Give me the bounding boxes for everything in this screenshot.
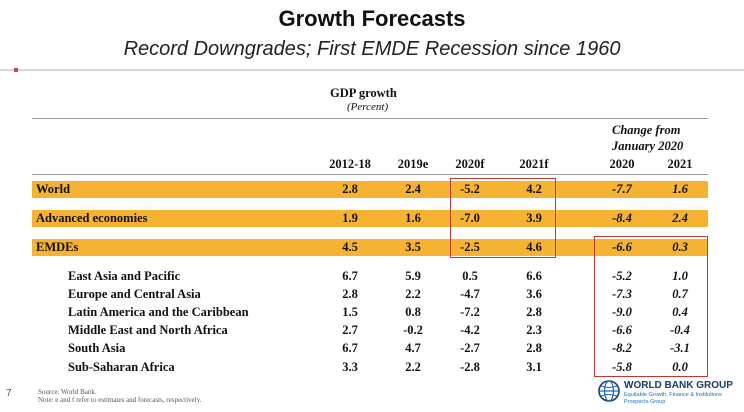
row-label: Europe and Central Asia — [68, 287, 201, 301]
slide-title: Growth Forecasts — [278, 6, 466, 31]
table-cell: -0.2 — [403, 323, 423, 337]
table-cell: 1.6 — [672, 182, 688, 196]
table-cell: 3.1 — [526, 360, 542, 374]
table-cell: 4.2 — [526, 182, 542, 196]
highlight-band-advanced — [32, 210, 708, 227]
change-header-line1: Change from — [612, 123, 681, 137]
table-cell: 1.0 — [672, 269, 688, 283]
table-cell: 3.5 — [405, 240, 421, 254]
table-cell: 5.9 — [405, 269, 421, 283]
table-cell: 1.9 — [342, 211, 358, 225]
table-cell: -7.0 — [460, 211, 480, 225]
change-header-line2: January 2020 — [612, 139, 684, 153]
column-header-2019e: 2019e — [397, 157, 429, 171]
table-cell: -2.8 — [460, 360, 480, 374]
table-cell: -0.4 — [670, 323, 690, 337]
row-label: East Asia and Pacific — [68, 269, 181, 283]
table-cell: -6.6 — [612, 323, 632, 337]
table-top-rule — [32, 118, 708, 119]
table-cell: 3.6 — [526, 287, 542, 301]
table-cell: 2.2 — [405, 287, 421, 301]
table-cell: 0.3 — [672, 240, 688, 254]
table-cell: 1.5 — [342, 305, 358, 319]
forecast-highlight-box — [450, 178, 556, 258]
row-label: Middle East and North Africa — [68, 323, 228, 337]
table-cell: 6.7 — [342, 341, 358, 355]
table-cell: 0.7 — [672, 287, 688, 301]
table-cell: -8.4 — [612, 211, 632, 225]
table-cell: 4.7 — [405, 341, 421, 355]
change-highlight-box — [594, 236, 708, 377]
logo-tagline: Equitable Growth, Finance & Institutions — [624, 392, 722, 398]
table-cell: 2.8 — [526, 341, 542, 355]
column-header-2012-18: 2012-18 — [329, 157, 371, 171]
table-unit: (Percent) — [347, 101, 389, 113]
table-cell: 2.4 — [405, 182, 421, 196]
table-cell: 0.5 — [462, 269, 478, 283]
world-bank-logo: WORLD BANK GROUP Equitable Growth, Finan… — [598, 378, 738, 408]
table-cell: -2.7 — [460, 341, 480, 355]
table-cell: -8.2 — [612, 341, 632, 355]
table-cell: 0.0 — [672, 360, 688, 374]
table-cell: 2.2 — [405, 360, 421, 374]
table-cell: -5.2 — [460, 182, 480, 196]
table-cell: -2.5 — [460, 240, 480, 254]
table-cell: 2.4 — [672, 211, 688, 225]
table-cell: 4.5 — [342, 240, 358, 254]
slide-subtitle: Record Downgrades; First EMDE Recession … — [123, 38, 621, 60]
row-label: EMDEs — [36, 240, 79, 254]
table-cell: 3.9 — [526, 211, 542, 225]
table-cell: -6.6 — [612, 240, 632, 254]
header-bottom-rule — [32, 174, 708, 175]
table-cell: 6.7 — [342, 269, 358, 283]
row-label: World — [36, 182, 71, 196]
table-cell: -7.2 — [460, 305, 480, 319]
column-header-change-2020: 2020 — [609, 157, 635, 171]
table-cell: 1.6 — [405, 211, 421, 225]
table-cell: -3.1 — [670, 341, 690, 355]
table-cell: 0.4 — [672, 305, 688, 319]
source-note: Source: World Bank. — [38, 388, 97, 396]
table-cell: -4.7 — [460, 287, 480, 301]
table-cell: -4.2 — [460, 323, 480, 337]
page-number: 7 — [6, 388, 12, 399]
divider-accent — [14, 68, 18, 72]
table-cell: 2.8 — [342, 182, 358, 196]
row-label: Advanced economies — [36, 211, 148, 225]
globe-icon — [598, 380, 620, 402]
highlight-band-world — [32, 181, 708, 198]
table-cell: 0.8 — [405, 305, 421, 319]
row-label: Sub-Saharan Africa — [68, 360, 175, 374]
table-cell: 2.7 — [342, 323, 358, 337]
table-cell: -5.8 — [612, 360, 632, 374]
table-cell: 6.6 — [526, 269, 542, 283]
row-label: South Asia — [68, 341, 126, 355]
column-header-2021f: 2021f — [519, 157, 549, 171]
table-cell: 2.3 — [526, 323, 542, 337]
change-header: Change from January 2020 — [612, 122, 702, 154]
table-cell: -7.3 — [612, 287, 632, 301]
table-cell: 4.6 — [526, 240, 542, 254]
table-cell: -7.7 — [612, 182, 632, 196]
table-title: GDP growth — [330, 86, 397, 100]
column-header-change-2021: 2021 — [667, 157, 693, 171]
table-cell: 3.3 — [342, 360, 358, 374]
highlight-band-emdes — [32, 239, 708, 256]
title-divider — [0, 69, 744, 71]
forecast-note: Note: e and f refer to estimates and for… — [38, 396, 202, 404]
footnote: Source: World Bank. Note: e and f refer … — [38, 388, 201, 404]
logo-unit: Prospects Group — [624, 399, 666, 405]
logo-name: WORLD BANK GROUP — [624, 380, 733, 391]
table-cell: -5.2 — [612, 269, 632, 283]
row-label: Latin America and the Caribbean — [68, 305, 249, 319]
table-cell: 2.8 — [526, 305, 542, 319]
table-cell: 2.8 — [342, 287, 358, 301]
column-header-2020f: 2020f — [455, 157, 485, 171]
table-cell: -9.0 — [612, 305, 632, 319]
